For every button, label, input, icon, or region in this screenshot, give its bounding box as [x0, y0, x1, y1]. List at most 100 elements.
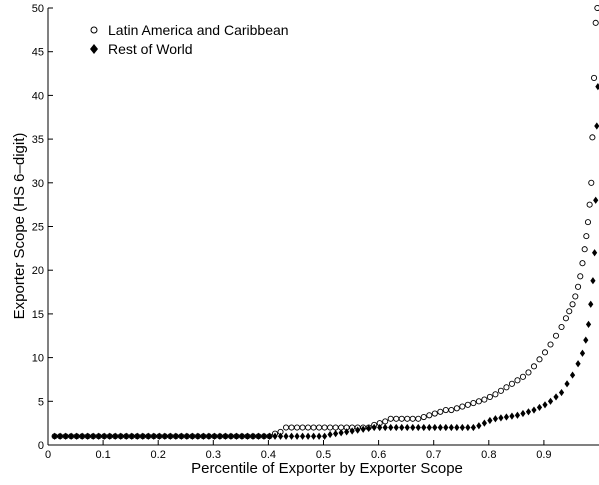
data-point-diamond [277, 432, 284, 440]
data-point-diamond [118, 432, 124, 440]
data-point-diamond [553, 393, 559, 401]
data-point-diamond [498, 414, 504, 422]
data-point-diamond [74, 432, 80, 440]
data-point-diamond [470, 423, 476, 432]
data-point-diamond [360, 425, 366, 433]
data-point-circle [305, 424, 312, 431]
data-point-diamond [388, 423, 394, 432]
data-point-circle [492, 391, 499, 398]
y-axis-ticks: 0 5 10 15 20 25 30 35 40 45 50 [32, 3, 53, 452]
data-point-diamond [503, 413, 510, 421]
data-point-diamond [140, 432, 146, 440]
x-tick-label: 0.4 [261, 449, 276, 461]
y-tick-label: 30 [32, 178, 44, 190]
data-point-diamond [85, 432, 91, 440]
data-point-diamond [454, 423, 460, 432]
data-point-diamond [569, 371, 576, 379]
data-point-diamond [579, 349, 586, 357]
data-point-diamond [288, 432, 295, 440]
data-point-diamond [189, 432, 195, 440]
plot-area [48, 8, 599, 445]
data-point-diamond [250, 432, 256, 440]
x-tick-label: 0.5 [316, 449, 331, 461]
data-point-diamond [184, 432, 190, 440]
data-point-circle [459, 403, 466, 410]
data-point-diamond [57, 432, 63, 440]
data-point-circle [530, 363, 538, 370]
data-point-circle [519, 373, 527, 380]
data-point-circle [310, 424, 317, 431]
y-tick-label: 45 [32, 47, 44, 59]
data-point-diamond [448, 423, 454, 432]
data-point-diamond [112, 432, 118, 440]
x-tick-label: 0.6 [371, 449, 386, 461]
data-point-diamond [432, 423, 438, 432]
legend-label-rest-of-world: Rest of World [108, 41, 193, 57]
data-point-circle [589, 134, 596, 141]
data-point-diamond [588, 300, 594, 308]
data-point-diamond [575, 360, 581, 368]
data-point-diamond [239, 432, 245, 440]
legend-marker-latin-america [90, 26, 98, 34]
data-point-diamond [310, 432, 317, 440]
data-point-circle [409, 415, 416, 422]
data-point-diamond [90, 432, 96, 440]
data-point-circle [572, 293, 579, 300]
data-point-diamond [564, 380, 570, 388]
data-point-diamond [316, 432, 322, 440]
data-point-diamond [594, 122, 599, 130]
data-point-diamond [206, 432, 212, 440]
data-point-diamond [63, 432, 69, 440]
data-point-diamond [299, 432, 306, 440]
data-point-diamond [487, 416, 493, 425]
data-point-circle [420, 413, 427, 421]
data-point-circle [316, 424, 323, 431]
data-point-diamond [294, 432, 300, 440]
data-point-diamond [476, 422, 482, 430]
data-point-diamond [593, 196, 599, 204]
data-point-diamond [327, 430, 333, 439]
x-tick-label: 0.2 [151, 449, 166, 461]
data-point-circle [586, 201, 593, 208]
data-point-diamond [536, 403, 543, 412]
data-point-diamond [481, 419, 487, 427]
data-point-diamond [101, 432, 107, 440]
data-point-circle [282, 424, 290, 431]
data-point-diamond [590, 277, 596, 285]
data-point-diamond [129, 432, 135, 440]
data-point-diamond [382, 423, 388, 432]
data-point-diamond [217, 432, 223, 440]
x-tick-label: 0.9 [536, 449, 551, 461]
data-point-diamond [266, 432, 273, 440]
data-point-diamond [305, 432, 311, 440]
y-tick-label: 50 [32, 3, 44, 15]
data-point-circle [470, 399, 477, 407]
legend: Latin America and Caribbean Rest of Worl… [90, 22, 289, 57]
data-point-diamond [426, 423, 432, 432]
data-point-circle [592, 19, 599, 26]
data-point-diamond [355, 426, 361, 434]
data-point-diamond [145, 432, 151, 440]
data-point-diamond [107, 432, 113, 440]
y-tick-label: 15 [32, 309, 44, 321]
data-point-circle [398, 415, 405, 422]
data-point-circle [321, 424, 328, 431]
legend-label-latin-america: Latin America and Caribbean [108, 22, 289, 38]
data-point-diamond [421, 423, 427, 432]
data-point-circle [569, 301, 576, 308]
data-point-diamond [333, 430, 339, 438]
data-point-circle [475, 398, 482, 405]
data-point-circle [514, 377, 521, 384]
data-point-diamond [531, 406, 537, 414]
data-point-circle [558, 323, 565, 331]
data-point-circle [481, 396, 488, 403]
data-point-circle [503, 384, 510, 391]
y-tick-label: 5 [38, 396, 44, 408]
data-point-diamond [459, 423, 465, 432]
y-tick-label: 35 [32, 134, 44, 146]
data-point-diamond [338, 429, 344, 437]
y-tick-label: 0 [38, 440, 44, 452]
data-point-diamond [514, 411, 521, 419]
data-point-diamond [162, 432, 168, 440]
y-tick-label: 20 [32, 265, 44, 277]
